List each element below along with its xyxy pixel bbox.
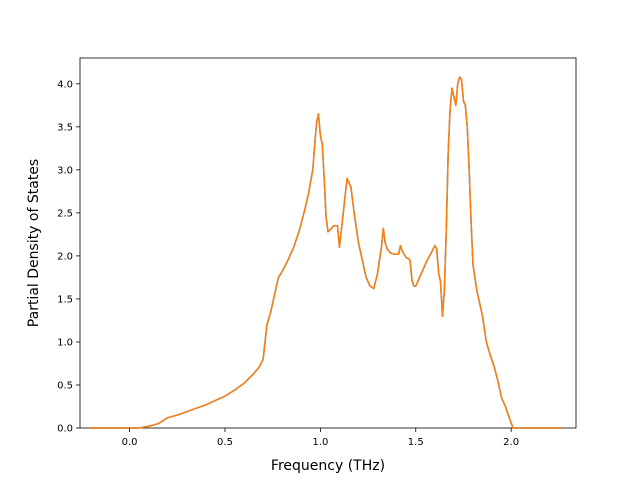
series-line-0 xyxy=(89,76,563,429)
plot-frame xyxy=(79,57,577,429)
y-tick-label: 3.5 xyxy=(57,122,73,133)
x-tick-label: 1.5 xyxy=(408,437,424,448)
y-tick-label: 2.5 xyxy=(57,208,73,219)
x-tick-label: 0.0 xyxy=(122,437,138,448)
y-tick-label: 4.0 xyxy=(57,79,73,90)
x-axis-label: Frequency (THz) xyxy=(271,458,385,474)
y-tick-label: 1.0 xyxy=(57,337,73,348)
y-tick-label: 2.0 xyxy=(57,251,73,262)
x-axis-ticks: 0.0 0.5 1.0 1.5 2.0 xyxy=(122,428,519,448)
y-tick-label: 0.5 xyxy=(57,380,73,391)
y-axis-ticks: 0.0 0.5 1.0 1.5 2.0 2.5 3.0 3.5 4.0 xyxy=(57,79,80,435)
series-layer xyxy=(89,76,563,429)
y-axis-label: Partial Density of States xyxy=(26,159,42,327)
x-tick-label: 0.5 xyxy=(217,437,233,448)
plot-area xyxy=(79,57,577,429)
y-tick-label: 1.5 xyxy=(57,294,73,305)
x-tick-label: 1.0 xyxy=(312,437,328,448)
series-line-1 xyxy=(89,76,563,429)
y-tick-label: 0.0 xyxy=(57,424,73,435)
y-tick-label: 3.0 xyxy=(57,165,73,176)
x-tick-label: 2.0 xyxy=(503,437,519,448)
